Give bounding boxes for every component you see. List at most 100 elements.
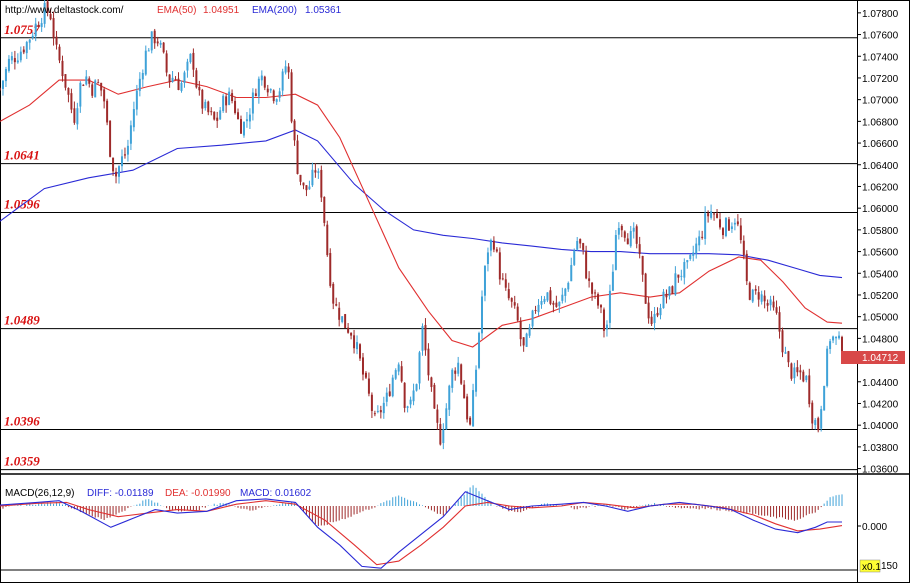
candle-down bbox=[64, 74, 67, 88]
candle-down bbox=[58, 46, 61, 61]
candle-down bbox=[207, 101, 210, 113]
candle-down bbox=[507, 289, 510, 299]
candle-up bbox=[135, 90, 138, 110]
candle-down bbox=[314, 170, 317, 173]
candle-down bbox=[91, 84, 94, 96]
candle-down bbox=[373, 413, 376, 415]
ema200-line-group bbox=[0, 129, 843, 279]
candle-up bbox=[668, 286, 671, 296]
candle-up bbox=[418, 352, 421, 384]
candle-down bbox=[763, 295, 766, 302]
candle-down bbox=[46, 1, 49, 13]
candle-down bbox=[347, 327, 350, 333]
candle-down bbox=[320, 169, 323, 198]
candle-up bbox=[141, 72, 144, 80]
candle-down bbox=[302, 182, 305, 186]
candle-down bbox=[650, 316, 653, 325]
candle-up bbox=[40, 23, 43, 28]
candle-down bbox=[495, 249, 498, 252]
candle-down bbox=[210, 111, 213, 113]
candle-down bbox=[623, 231, 626, 238]
candle-down bbox=[796, 367, 799, 373]
candle-up bbox=[317, 171, 320, 173]
candle-down bbox=[716, 213, 719, 218]
candle-up bbox=[478, 332, 481, 368]
candle-up bbox=[382, 402, 385, 414]
candle-down bbox=[73, 108, 76, 123]
candle-up bbox=[275, 99, 278, 102]
candle-down bbox=[216, 117, 219, 121]
current-price-badge bbox=[841, 351, 905, 364]
candle-up bbox=[662, 291, 665, 309]
candle-down bbox=[454, 370, 457, 374]
ema200-line bbox=[0, 129, 843, 279]
candle-up bbox=[4, 69, 7, 82]
candle-down bbox=[350, 332, 353, 336]
ema200-label: EMA(200) bbox=[252, 5, 297, 16]
candle-up bbox=[814, 419, 817, 426]
candle-up bbox=[528, 327, 531, 336]
candle-up bbox=[159, 42, 162, 45]
candle-up bbox=[683, 262, 686, 278]
candle-up bbox=[674, 273, 677, 295]
candle-down bbox=[335, 304, 338, 306]
candle-up bbox=[150, 31, 153, 51]
candle-up bbox=[835, 336, 838, 339]
macd-dea: DEA: -0.01990 bbox=[165, 488, 231, 499]
candle-down bbox=[338, 307, 341, 320]
candle-down bbox=[552, 302, 555, 305]
candle-up bbox=[248, 114, 251, 122]
candle-up bbox=[829, 341, 832, 349]
candle-up bbox=[805, 375, 808, 381]
macd-zero-label: 0.000 bbox=[862, 522, 887, 533]
site-url[interactable]: http://www.deltastock.com/ bbox=[5, 5, 124, 16]
candle-up bbox=[448, 385, 451, 410]
candle-down bbox=[719, 219, 722, 228]
candle-up bbox=[421, 326, 424, 351]
candle-up bbox=[653, 313, 656, 323]
candle-down bbox=[168, 74, 171, 83]
candle-down bbox=[585, 250, 588, 279]
candle-down bbox=[115, 171, 118, 177]
price-tick-label: 1.07000 bbox=[862, 96, 899, 107]
candle-up bbox=[147, 50, 150, 52]
candle-down bbox=[498, 252, 501, 280]
candle-down bbox=[736, 221, 739, 225]
level-label: 1.0396 bbox=[4, 414, 40, 429]
candle-down bbox=[626, 238, 629, 245]
candle-down bbox=[287, 66, 290, 73]
candle-up bbox=[16, 60, 19, 63]
candle-up bbox=[689, 254, 692, 259]
candle-down bbox=[647, 302, 650, 319]
scale-badge[interactable]: x0.1 bbox=[862, 562, 881, 573]
candle-down bbox=[67, 87, 70, 95]
candle-down bbox=[82, 84, 85, 86]
candle-down bbox=[97, 82, 100, 84]
price-tick-label: 1.04200 bbox=[862, 399, 899, 410]
candle-down bbox=[353, 335, 356, 349]
candle-down bbox=[293, 120, 296, 141]
candle-up bbox=[43, 2, 46, 24]
candle-up bbox=[611, 271, 614, 291]
candle-down bbox=[400, 366, 403, 382]
candle-down bbox=[379, 410, 382, 413]
candle-down bbox=[707, 213, 710, 217]
candle-down bbox=[427, 348, 430, 376]
candle-down bbox=[22, 49, 25, 53]
candle-up bbox=[608, 290, 611, 323]
candle-down bbox=[332, 283, 335, 304]
candle-down bbox=[370, 394, 373, 412]
candle-up bbox=[94, 80, 97, 98]
candle-up bbox=[129, 125, 132, 144]
candle-down bbox=[677, 274, 680, 278]
price-tick-label: 1.03600 bbox=[862, 465, 899, 476]
candle-up bbox=[567, 282, 570, 290]
ema50-line-group bbox=[0, 79, 843, 348]
macd-lines bbox=[0, 491, 843, 569]
price-tick-label: 1.07400 bbox=[862, 52, 899, 63]
candle-down bbox=[757, 292, 760, 300]
scale-badge-box[interactable] bbox=[859, 559, 881, 573]
candle-down bbox=[329, 253, 332, 286]
candle-up bbox=[576, 240, 579, 250]
candle-down bbox=[555, 302, 558, 307]
